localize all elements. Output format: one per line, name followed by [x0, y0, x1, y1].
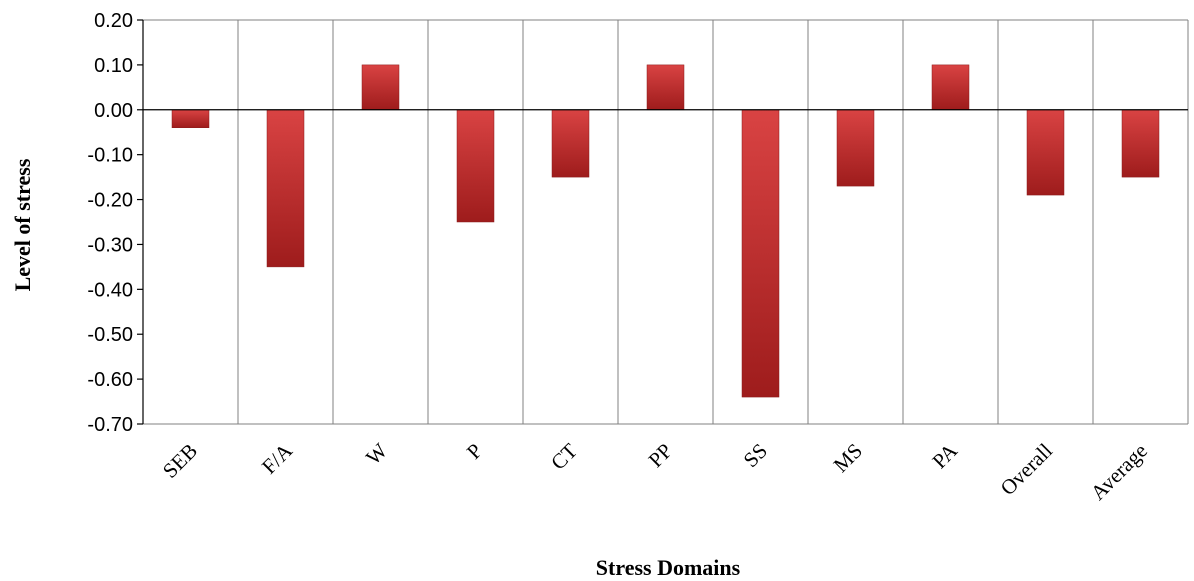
x-category-label: CT	[546, 438, 582, 474]
bars	[171, 64, 1160, 398]
x-category-label: PA	[927, 438, 962, 473]
x-category-label: P	[462, 439, 487, 464]
bar-overall	[1026, 109, 1065, 196]
x-axis-title: Stress Domains	[596, 555, 741, 580]
bar-ct	[551, 109, 590, 178]
y-tick-label: -0.40	[87, 279, 133, 301]
bar-ms	[836, 109, 875, 187]
y-tick-labels: 0.20 0.10 0.00 -0.10 -0.20 -0.30 -0.40 -0.50 -0.…	[87, 10, 133, 436]
y-tick-label: -0.70	[87, 414, 133, 436]
y-tick-label: -0.10	[87, 145, 133, 167]
y-tick-label: -0.50	[87, 324, 133, 346]
x-category-label: MS	[829, 439, 867, 477]
x-category-label: W	[361, 438, 392, 469]
y-tick-label: 0.20	[94, 10, 133, 32]
x-category-labels: SEB F/A W P CT PP SS MS PA Overall Average	[158, 438, 1152, 505]
y-tick-label: -0.30	[87, 234, 133, 256]
bar-w	[361, 64, 400, 111]
bar-ss	[741, 109, 780, 398]
bar-pa	[931, 64, 970, 111]
x-category-label: F/A	[257, 438, 298, 479]
x-category-label: SS	[739, 439, 772, 472]
x-category-label: Overall	[996, 438, 1058, 500]
bar-average	[1121, 109, 1160, 178]
axes	[137, 19, 1188, 425]
y-tick-label: -0.20	[87, 190, 133, 212]
bar-seb	[171, 109, 210, 128]
y-axis-title: Level of stress	[10, 158, 35, 291]
x-category-label: SEB	[158, 439, 202, 483]
y-tick-label: 0.00	[94, 100, 133, 122]
bar-p	[456, 109, 495, 223]
grid-lines	[143, 19, 1189, 425]
bar-pp	[646, 64, 685, 111]
y-tick-label: 0.10	[94, 55, 133, 77]
y-tick-label: -0.60	[87, 369, 133, 391]
x-category-label: PP	[644, 439, 677, 472]
bar-f-a	[266, 109, 305, 268]
x-category-label: Average	[1086, 439, 1152, 505]
